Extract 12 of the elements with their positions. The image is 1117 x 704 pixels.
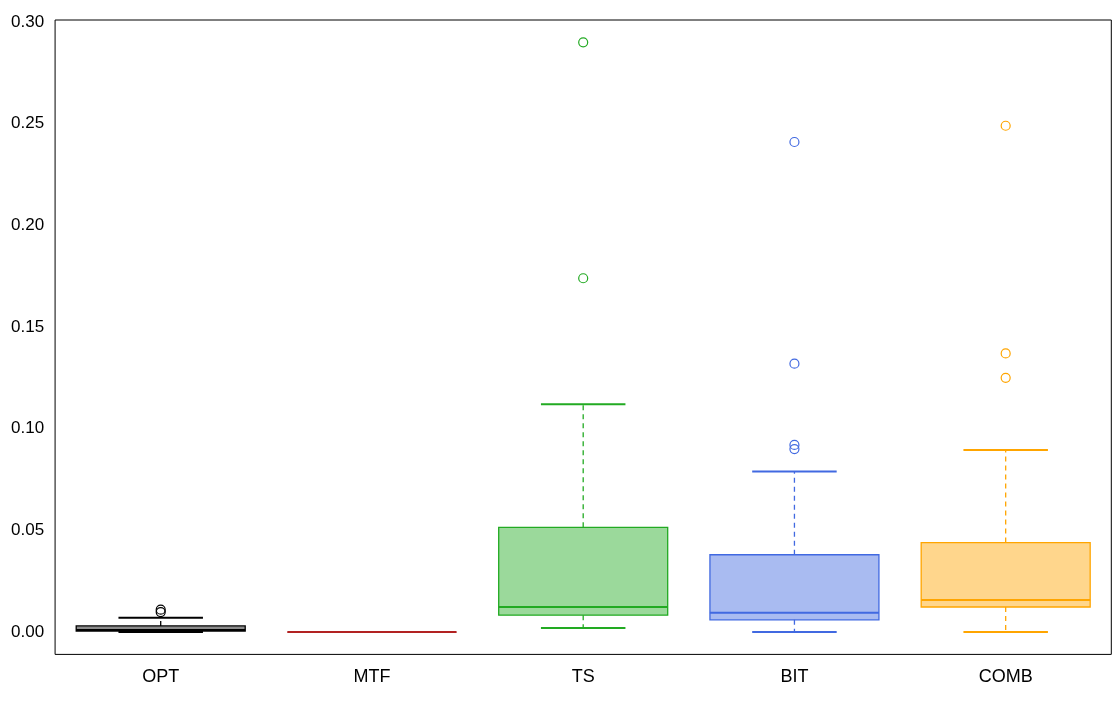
y-tick-label: 0.20 xyxy=(10,215,45,235)
y-tick-label: 0.05 xyxy=(10,520,45,540)
x-tick-label: TS xyxy=(571,666,595,687)
y-tick-label: 0.30 xyxy=(10,11,45,31)
x-tick-label: OPT xyxy=(142,666,180,687)
y-tick-label: 0.15 xyxy=(10,316,45,336)
y-tick-label: 0.00 xyxy=(10,621,45,641)
y-tick-label: 0.25 xyxy=(10,113,45,133)
x-tick-label: COMB xyxy=(978,666,1033,687)
x-tick-label: BIT xyxy=(780,666,809,687)
x-tick-label: MTF xyxy=(353,666,391,687)
y-tick-label: 0.10 xyxy=(10,418,45,438)
